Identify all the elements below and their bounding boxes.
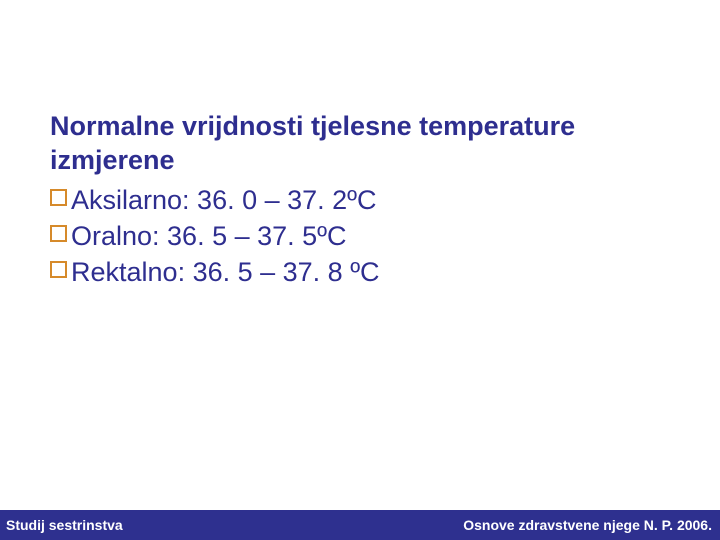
heading-line-2: izmjerene bbox=[50, 145, 175, 175]
bullet-text: Rektalno: 36. 5 – 37. 8 ºC bbox=[71, 254, 380, 290]
bullet-list: Aksilarno: 36. 0 – 37. 2ºC Oralno: 36. 5… bbox=[50, 182, 670, 291]
list-item: Rektalno: 36. 5 – 37. 8 ºC bbox=[50, 254, 670, 290]
square-bullet-icon bbox=[50, 261, 67, 278]
slide-content: Normalne vrijdnosti tjelesne temperature… bbox=[0, 0, 720, 291]
slide-footer: Studij sestrinstva Osnove zdravstvene nj… bbox=[0, 510, 720, 540]
bullet-text: Oralno: 36. 5 – 37. 5ºC bbox=[71, 218, 347, 254]
square-bullet-icon bbox=[50, 189, 67, 206]
footer-left-text: Studij sestrinstva bbox=[6, 517, 123, 533]
list-item: Aksilarno: 36. 0 – 37. 2ºC bbox=[50, 182, 670, 218]
square-bullet-icon bbox=[50, 225, 67, 242]
bullet-text: Aksilarno: 36. 0 – 37. 2ºC bbox=[71, 182, 377, 218]
slide-heading: Normalne vrijdnosti tjelesne temperature… bbox=[50, 110, 670, 178]
footer-right-text: Osnove zdravstvene njege N. P. 2006. bbox=[463, 517, 712, 533]
heading-line-1: Normalne vrijdnosti tjelesne temperature bbox=[50, 111, 575, 141]
list-item: Oralno: 36. 5 – 37. 5ºC bbox=[50, 218, 670, 254]
